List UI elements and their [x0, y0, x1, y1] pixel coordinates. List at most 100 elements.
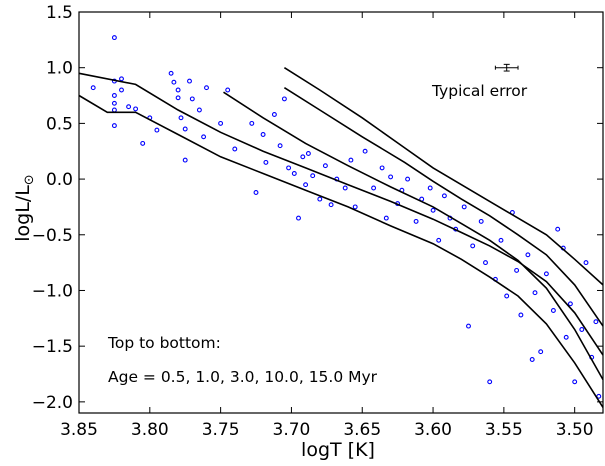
data-point — [518, 312, 524, 318]
data-point — [529, 357, 535, 362]
x-tick-label: 3.50 — [556, 420, 594, 440]
isochrone-line-3-myr — [78, 72, 604, 356]
x-tick-label: 3.70 — [273, 420, 311, 440]
data-point — [532, 290, 538, 296]
data-point — [271, 112, 277, 117]
data-point — [277, 143, 283, 149]
data-point — [119, 87, 124, 93]
data-point — [498, 237, 504, 243]
isochrone-line-15-myr — [78, 94, 604, 408]
data-point — [178, 115, 184, 121]
data-point — [263, 159, 269, 165]
data-point — [483, 260, 488, 266]
y-tick-label: −2.0 — [32, 393, 73, 413]
data-points — [90, 35, 602, 399]
data-point — [466, 323, 471, 329]
data-point — [171, 79, 177, 85]
data-point — [514, 267, 520, 273]
data-point — [111, 35, 117, 41]
data-point — [563, 334, 569, 340]
svg-text:logL/L⊙: logL/L⊙ — [12, 174, 37, 241]
data-point — [405, 176, 411, 182]
data-point — [175, 95, 181, 101]
data-point — [281, 96, 287, 102]
data-point — [189, 96, 195, 102]
data-point — [201, 134, 207, 140]
data-point — [525, 252, 531, 258]
y-axis-label-main: logL/L — [12, 185, 34, 242]
data-point — [579, 327, 585, 332]
data-point — [388, 174, 394, 180]
data-point — [555, 226, 561, 232]
isochrone-line-10-myr — [223, 91, 604, 380]
data-point — [111, 107, 117, 113]
data-point — [286, 165, 292, 171]
data-point — [538, 349, 544, 355]
data-point — [303, 182, 309, 188]
data-point — [196, 107, 202, 113]
data-point — [550, 308, 556, 313]
data-point — [187, 78, 192, 84]
data-point — [352, 204, 358, 210]
isochrone-line-1-myr — [283, 87, 604, 327]
data-point — [260, 132, 266, 137]
data-point — [310, 173, 316, 179]
data-point — [596, 393, 602, 399]
data-point — [371, 185, 377, 191]
y-tick-label: 0.0 — [46, 170, 73, 190]
data-point — [175, 87, 181, 93]
x-tick-label: 3.85 — [60, 420, 98, 440]
data-point — [90, 85, 96, 91]
data-point — [204, 85, 209, 91]
data-point — [119, 76, 124, 82]
data-point — [322, 163, 328, 169]
data-point — [430, 207, 436, 213]
data-point — [168, 70, 174, 76]
x-axis-ticks: 3.85 3.80 3.75 3.70 3.65 3.60 3.55 3.50 — [60, 12, 594, 440]
y-tick-label: 1.5 — [46, 3, 73, 23]
legend-line-2: Age = 0.5, 1.0, 3.0, 10.0, 15.0 Myr — [108, 368, 378, 386]
y-tick-label: −0.5 — [32, 226, 73, 246]
data-point — [111, 93, 117, 98]
data-point — [478, 218, 484, 224]
data-point — [328, 202, 334, 208]
data-point — [427, 185, 433, 191]
plot-area: 3.85 3.80 3.75 3.70 3.65 3.60 3.55 3.50 1.5 1.0 0… — [32, 3, 604, 440]
data-point — [296, 215, 301, 221]
data-point — [379, 165, 385, 171]
data-point — [413, 218, 419, 224]
legend-line-1: Top to bottom: — [107, 334, 221, 352]
data-point — [504, 293, 510, 299]
data-point — [305, 151, 311, 156]
data-point — [383, 215, 389, 221]
data-point — [232, 146, 238, 152]
typical-error-bar — [494, 63, 519, 72]
data-point — [543, 271, 549, 277]
data-point — [470, 243, 476, 249]
data-point — [583, 260, 589, 266]
data-point — [593, 319, 599, 325]
data-point — [154, 127, 160, 133]
x-tick-label: 3.75 — [202, 420, 240, 440]
data-point — [111, 100, 117, 106]
data-point — [441, 193, 447, 199]
y-tick-label: 1.0 — [46, 59, 73, 79]
data-point — [182, 157, 188, 163]
data-point — [111, 123, 117, 129]
data-point — [317, 196, 323, 202]
data-point — [300, 154, 306, 160]
data-point — [291, 171, 297, 176]
x-tick-label: 3.55 — [485, 420, 523, 440]
data-point — [572, 379, 578, 385]
data-point — [461, 204, 467, 210]
isochrone-lines — [78, 67, 604, 408]
x-axis-label: logT [K] — [301, 439, 375, 461]
data-point — [342, 185, 348, 191]
data-point — [567, 301, 573, 307]
isochrone-line-0.5-myr — [283, 67, 604, 286]
data-point — [140, 140, 146, 146]
data-point — [249, 120, 255, 126]
y-axis-label: logL/L⊙ — [12, 174, 37, 241]
y-axis-ticks: 1.5 1.0 0.5 0.0 −0.5 −1.0 −1.5 −2.0 — [32, 3, 603, 413]
